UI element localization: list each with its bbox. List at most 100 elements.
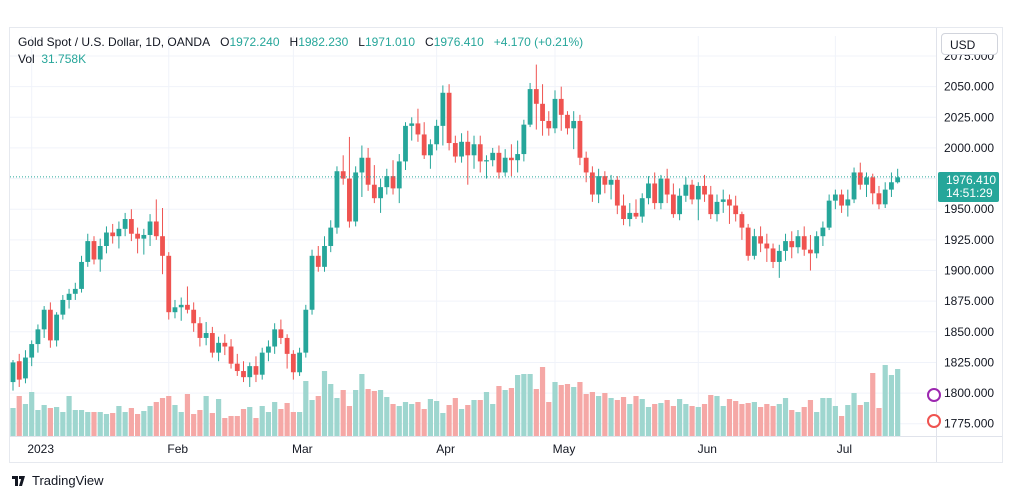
candle-body — [365, 157, 371, 185]
candle-body — [465, 141, 471, 156]
volume-bar — [334, 398, 340, 436]
volume-bar — [184, 394, 191, 436]
candle-body — [91, 241, 97, 260]
volume-bar — [658, 403, 664, 436]
volume-bar — [564, 384, 571, 436]
volume-bar — [303, 381, 309, 436]
candle-body — [546, 120, 552, 129]
volume-bar — [838, 416, 845, 436]
volume-bar — [153, 402, 159, 436]
candle-body — [116, 228, 122, 237]
volume-bar — [54, 407, 60, 436]
event-marker-icon[interactable] — [927, 414, 941, 428]
volume-bar — [272, 402, 278, 436]
volume-bar — [608, 398, 614, 436]
candle-body — [540, 103, 545, 121]
tradingview-brand[interactable]: TradingView — [12, 473, 104, 488]
volume-bar — [477, 400, 483, 436]
candle-body — [29, 344, 35, 358]
candle-body — [851, 172, 857, 200]
volume-bar — [446, 405, 452, 436]
y-tick-label: 1950.000 — [944, 202, 994, 216]
volume-bar — [745, 403, 751, 436]
volume-bar — [247, 407, 253, 436]
volume-bar — [483, 392, 490, 436]
candle-body — [571, 120, 577, 129]
volume-bar — [122, 412, 128, 436]
candle-body — [820, 227, 826, 237]
volume-bar — [832, 406, 838, 436]
candle-body — [166, 255, 172, 313]
volume-bar — [733, 401, 739, 436]
candle-body — [646, 183, 651, 199]
volume-bar — [627, 404, 633, 436]
candle-body — [272, 329, 278, 347]
candle-body — [702, 185, 707, 195]
volume-bar — [365, 389, 371, 436]
candle-body — [128, 219, 134, 234]
candle-body — [652, 183, 658, 204]
candle-body — [421, 134, 427, 156]
candle-body — [783, 241, 788, 251]
x-tick-label: 2023 — [27, 442, 54, 456]
candle-body — [60, 299, 66, 315]
volume-bar — [515, 375, 521, 436]
chart-frame — [9, 27, 1003, 463]
last-price-value: 1976.410 — [946, 173, 997, 187]
candle-body — [104, 232, 109, 246]
volume-bar — [770, 406, 776, 436]
candle-body — [234, 363, 240, 372]
candle-body — [720, 199, 726, 202]
volume-bar — [427, 399, 434, 436]
volume-bar — [814, 412, 820, 436]
bar-countdown: 14:51:29 — [946, 186, 993, 200]
symbol-title[interactable]: Gold Spot / U.S. Dollar, 1D, OANDA — [18, 35, 211, 49]
volume-bar — [41, 405, 47, 436]
volume-bar — [421, 409, 427, 436]
candle-body — [297, 352, 302, 373]
open-value: 1972.240 — [229, 35, 280, 49]
x-tick-label: Jul — [837, 442, 852, 456]
volume-bar — [85, 412, 91, 436]
volume-bar — [166, 396, 172, 436]
volume-bar — [820, 398, 826, 436]
volume-bar — [508, 388, 514, 436]
volume-bar — [546, 402, 552, 436]
volume-bar — [677, 399, 683, 436]
candle-body — [832, 194, 838, 201]
volume-bar — [558, 385, 564, 436]
candle-body — [895, 177, 901, 183]
high-value: 1982.230 — [298, 35, 349, 49]
candle-body — [72, 288, 78, 294]
volume-bar — [159, 398, 166, 436]
brand-label: TradingView — [32, 473, 104, 488]
volume-bar — [533, 389, 539, 436]
candle-body — [602, 176, 608, 185]
volume-bar — [708, 395, 714, 436]
candle-body — [621, 205, 626, 220]
volume-bar — [35, 410, 41, 436]
volume-bar — [60, 412, 66, 436]
volume-bar — [135, 414, 141, 436]
candle-body — [446, 92, 452, 144]
candle-body — [745, 227, 751, 256]
volume-bar — [577, 382, 583, 436]
volume-bar — [284, 403, 290, 436]
candle-body — [409, 123, 415, 126]
volume-bar — [328, 384, 334, 436]
x-tick-label: May — [553, 442, 576, 456]
candle-body — [153, 221, 159, 237]
volume-bar — [16, 396, 22, 436]
volume-bar — [701, 404, 708, 436]
candle-body — [509, 157, 514, 161]
currency-button[interactable]: USD — [941, 33, 998, 55]
x-tick-label: Feb — [167, 442, 188, 456]
volume-bar — [116, 406, 122, 436]
alert-marker-icon[interactable] — [927, 388, 941, 402]
candle-body — [801, 236, 807, 250]
candle-body — [160, 236, 165, 256]
candle-body — [54, 314, 60, 341]
volume-legend: Vol 31.758K — [18, 52, 86, 66]
candle-body — [876, 193, 882, 205]
